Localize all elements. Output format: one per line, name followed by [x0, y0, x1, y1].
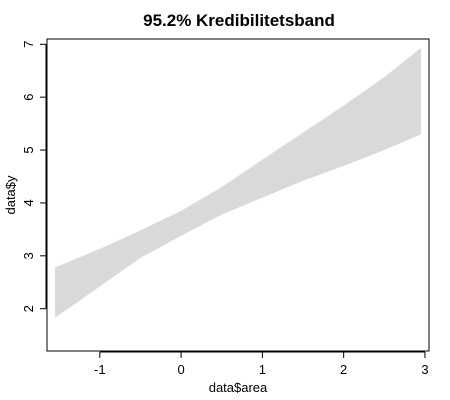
y-tick-label: 4	[21, 199, 36, 206]
x-tick-label: 2	[340, 362, 347, 377]
plot-frame	[46, 38, 430, 352]
y-tick-label: 7	[21, 41, 36, 48]
x-tick-label: 3	[421, 362, 428, 377]
y-tick-label: 6	[21, 94, 36, 101]
y-tick-label: 5	[21, 146, 36, 153]
credibility-band	[55, 48, 421, 318]
x-tick-label: 1	[259, 362, 266, 377]
x-axis: -1 0 1 2 3	[94, 351, 429, 377]
chart-title: 95.2% Kredibilitetsband	[143, 11, 335, 30]
y-axis: 2 3 4 5 6 7	[21, 41, 47, 312]
x-axis-label: data$area	[209, 380, 268, 395]
x-tick-label: -1	[94, 362, 106, 377]
y-tick-label: 3	[21, 252, 36, 259]
x-tick-label: 0	[177, 362, 184, 377]
y-tick-label: 2	[21, 305, 36, 312]
y-axis-label: data$y	[3, 175, 18, 215]
